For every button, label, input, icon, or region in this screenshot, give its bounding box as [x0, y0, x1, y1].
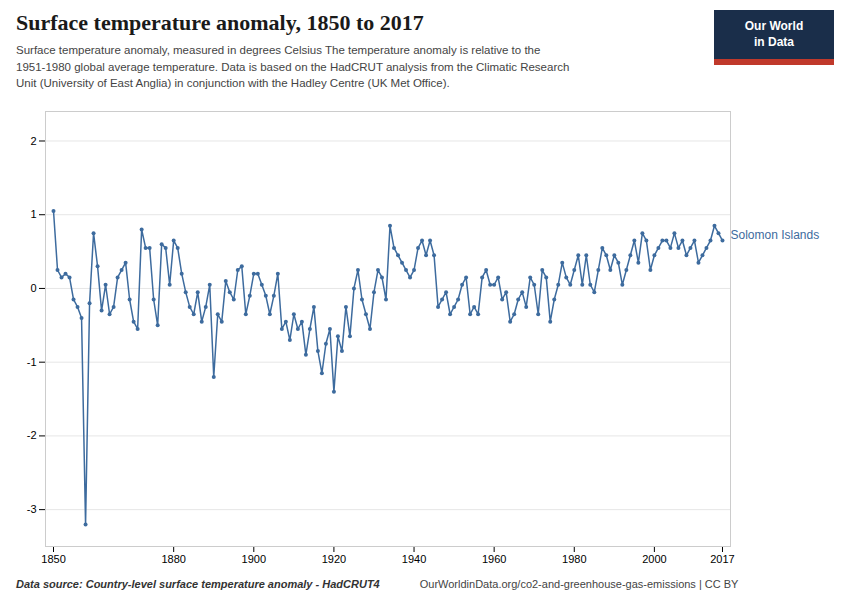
svg-text:1900: 1900: [242, 553, 266, 565]
svg-text:2: 2: [30, 135, 36, 147]
svg-text:-3: -3: [27, 503, 37, 515]
svg-text:1880: 1880: [161, 553, 185, 565]
svg-text:1940: 1940: [402, 553, 426, 565]
svg-text:0: 0: [30, 282, 36, 294]
html-text:Surface temperature anomaly, m: Surface temperature anomaly, measured in…: [16, 44, 570, 90]
svg-text:1850: 1850: [41, 553, 65, 565]
svg-text:2000: 2000: [642, 553, 666, 565]
html-text:Our World in Data: Our World in Data: [744, 19, 804, 49]
svg-text:Solomon Islands: Solomon Islands: [730, 228, 819, 242]
svg-text:-1: -1: [27, 356, 37, 368]
html-text:Data source: Country-level sur: Data source: Country-level surface tempe…: [16, 578, 380, 590]
svg-text:1: 1: [30, 208, 36, 220]
html-text:OurWorldinData.org/co2-and-gre: OurWorldinData.org/co2-and-greenhouse-ga…: [419, 578, 739, 590]
svg-text:-2: -2: [27, 429, 37, 441]
html-text:Surface temperature anomaly, 1: Surface temperature anomaly, 1850 to 201…: [16, 10, 424, 35]
svg-text:1920: 1920: [322, 553, 346, 565]
svg-text:2017: 2017: [710, 553, 734, 565]
svg-text:1980: 1980: [562, 553, 586, 565]
svg-text:1960: 1960: [482, 553, 506, 565]
